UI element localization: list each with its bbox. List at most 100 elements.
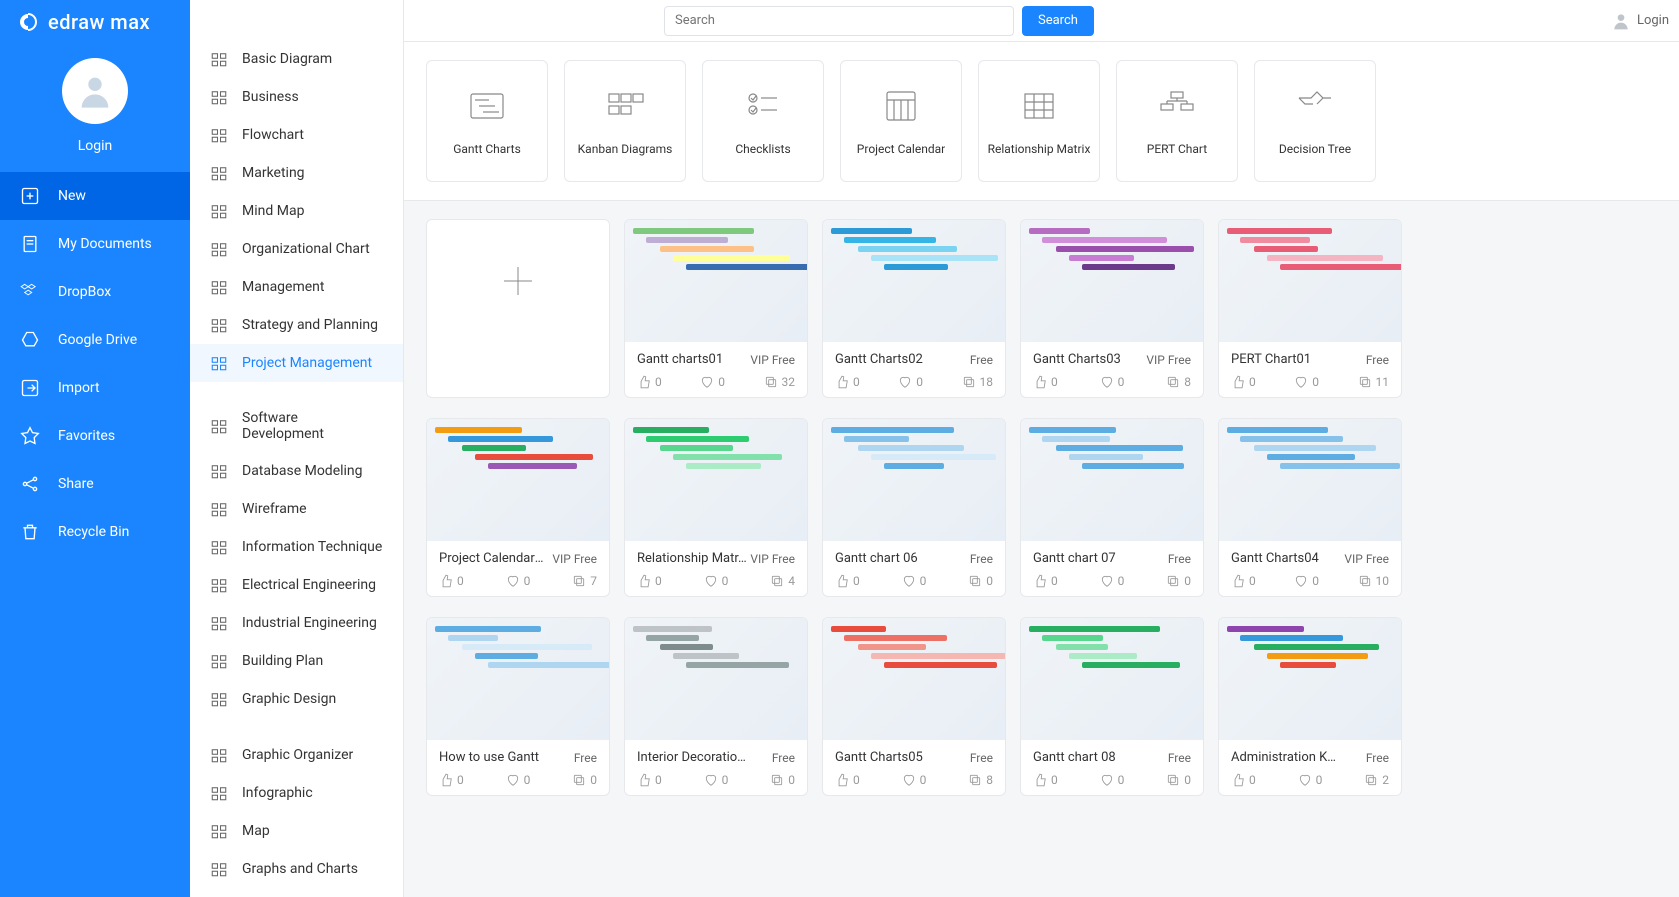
template-card[interactable]: How to use GanttFree000 — [426, 617, 610, 796]
category-item[interactable]: Business — [190, 78, 403, 116]
template-card[interactable]: PERT Chart01Free0011 — [1218, 219, 1402, 398]
template-card[interactable]: Gantt chart 06Free000 — [822, 418, 1006, 597]
search-input[interactable] — [664, 6, 1014, 36]
category-item[interactable]: Organizational Chart — [190, 230, 403, 268]
category-item[interactable]: Wireframe — [190, 490, 403, 528]
category-item[interactable]: Mind Map — [190, 192, 403, 230]
copy-stat[interactable]: 32 — [764, 375, 796, 389]
like-stat[interactable]: 0 — [1231, 773, 1256, 787]
category-item[interactable]: Industrial Engineering — [190, 604, 403, 642]
like-stat[interactable]: 0 — [1231, 375, 1256, 389]
heart-stat[interactable]: 0 — [1298, 773, 1323, 787]
template-card[interactable]: Gantt Charts05Free008 — [822, 617, 1006, 796]
like-stat[interactable]: 0 — [835, 574, 860, 588]
template-card[interactable]: Gantt chart 07Free000 — [1020, 418, 1204, 597]
like-stat[interactable]: 0 — [637, 574, 662, 588]
heart-stat[interactable]: 0 — [704, 773, 729, 787]
search-button[interactable]: Search — [1022, 6, 1094, 36]
side-item-share[interactable]: Share — [0, 460, 190, 508]
template-card[interactable]: Gantt chart 08Free000 — [1020, 617, 1204, 796]
copy-stat[interactable]: 0 — [1166, 574, 1191, 588]
like-stat[interactable]: 0 — [637, 375, 662, 389]
category-item[interactable]: Electrical Engineering — [190, 566, 403, 604]
category-item[interactable]: Strategy and Planning — [190, 306, 403, 344]
heart-stat[interactable]: 0 — [704, 574, 729, 588]
heart-stat[interactable]: 0 — [1100, 773, 1125, 787]
copy-stat[interactable]: 11 — [1358, 375, 1390, 389]
category-item[interactable]: Software Development — [190, 400, 403, 452]
template-card[interactable]: Interior Decoration G...Free000 — [624, 617, 808, 796]
type-card[interactable]: Gantt Charts — [426, 60, 548, 182]
heart-stat[interactable]: 0 — [902, 574, 927, 588]
template-card[interactable]: Administration KanbanFree002 — [1218, 617, 1402, 796]
template-card[interactable]: Gantt Charts04VIP Free0010 — [1218, 418, 1402, 597]
template-thumb — [1021, 419, 1203, 541]
type-card[interactable]: Relationship Matrix — [978, 60, 1100, 182]
copy-stat[interactable]: 8 — [968, 773, 993, 787]
copy-stat[interactable]: 18 — [962, 375, 994, 389]
like-stat[interactable]: 0 — [1033, 773, 1058, 787]
heart-stat[interactable]: 0 — [1294, 574, 1319, 588]
copy-stat[interactable]: 0 — [1166, 773, 1191, 787]
heart-stat[interactable]: 0 — [506, 773, 531, 787]
like-stat[interactable]: 0 — [1033, 574, 1058, 588]
like-stat[interactable]: 0 — [637, 773, 662, 787]
like-stat[interactable]: 0 — [835, 773, 860, 787]
side-item-new[interactable]: New — [0, 172, 190, 220]
template-card[interactable]: Gantt Charts02Free0018 — [822, 219, 1006, 398]
blank-template-card[interactable] — [426, 219, 610, 398]
category-item[interactable]: Graphs and Charts — [190, 850, 403, 888]
template-card[interactable]: Gantt Charts03VIP Free008 — [1020, 219, 1204, 398]
heart-stat[interactable]: 0 — [902, 773, 927, 787]
copy-stat[interactable]: 0 — [968, 574, 993, 588]
like-stat[interactable]: 0 — [1033, 375, 1058, 389]
category-item[interactable]: Building Plan — [190, 642, 403, 680]
like-stat[interactable]: 0 — [835, 375, 860, 389]
side-item-recycle[interactable]: Recycle Bin — [0, 508, 190, 556]
like-stat[interactable]: 0 — [1231, 574, 1256, 588]
heart-stat[interactable]: 0 — [506, 574, 531, 588]
side-item-import[interactable]: Import — [0, 364, 190, 412]
type-card[interactable]: Project Calendar — [840, 60, 962, 182]
type-card[interactable]: Kanban Diagrams — [564, 60, 686, 182]
side-item-mydocs[interactable]: My Documents — [0, 220, 190, 268]
category-item[interactable]: Project Management — [190, 344, 403, 382]
category-item[interactable]: Graphic Design — [190, 680, 403, 718]
copy-stat[interactable]: 0 — [572, 773, 597, 787]
heart-stat[interactable]: 0 — [700, 375, 725, 389]
copy-stat[interactable]: 0 — [770, 773, 795, 787]
type-icon — [1017, 86, 1061, 126]
category-item[interactable]: Management — [190, 268, 403, 306]
side-item-gdrive[interactable]: Google Drive — [0, 316, 190, 364]
category-item[interactable]: Science and Education — [190, 888, 403, 897]
heart-stat[interactable]: 0 — [1100, 574, 1125, 588]
copy-stat[interactable]: 8 — [1166, 375, 1191, 389]
like-stat[interactable]: 0 — [439, 773, 464, 787]
copy-stat[interactable]: 7 — [572, 574, 597, 588]
category-item[interactable]: Information Technique — [190, 528, 403, 566]
category-item[interactable]: Map — [190, 812, 403, 850]
side-item-dropbox[interactable]: DropBox — [0, 268, 190, 316]
top-login[interactable]: Login — [1611, 11, 1669, 31]
copy-stat[interactable]: 2 — [1364, 773, 1389, 787]
category-item[interactable]: Infographic — [190, 774, 403, 812]
heart-stat[interactable]: 0 — [1294, 375, 1319, 389]
category-item[interactable]: Basic Diagram — [190, 40, 403, 78]
template-card[interactable]: Gantt charts01VIP Free0032 — [624, 219, 808, 398]
like-stat[interactable]: 0 — [439, 574, 464, 588]
type-card[interactable]: Decision Tree — [1254, 60, 1376, 182]
category-item[interactable]: Graphic Organizer — [190, 736, 403, 774]
heart-stat[interactable]: 0 — [898, 375, 923, 389]
category-item[interactable]: Flowchart — [190, 116, 403, 154]
category-item[interactable]: Marketing — [190, 154, 403, 192]
heart-stat[interactable]: 0 — [1100, 375, 1125, 389]
template-card[interactable]: Project Calendar01VIP Free007 — [426, 418, 610, 597]
copy-stat[interactable]: 4 — [770, 574, 795, 588]
type-card[interactable]: PERT Chart — [1116, 60, 1238, 182]
type-card[interactable]: Checklists — [702, 60, 824, 182]
category-item[interactable]: Database Modeling — [190, 452, 403, 490]
avatar-block[interactable]: Login — [0, 48, 190, 172]
copy-stat[interactable]: 10 — [1358, 574, 1390, 588]
side-item-favorites[interactable]: Favorites — [0, 412, 190, 460]
template-card[interactable]: Relationship Matr...VIP Free004 — [624, 418, 808, 597]
